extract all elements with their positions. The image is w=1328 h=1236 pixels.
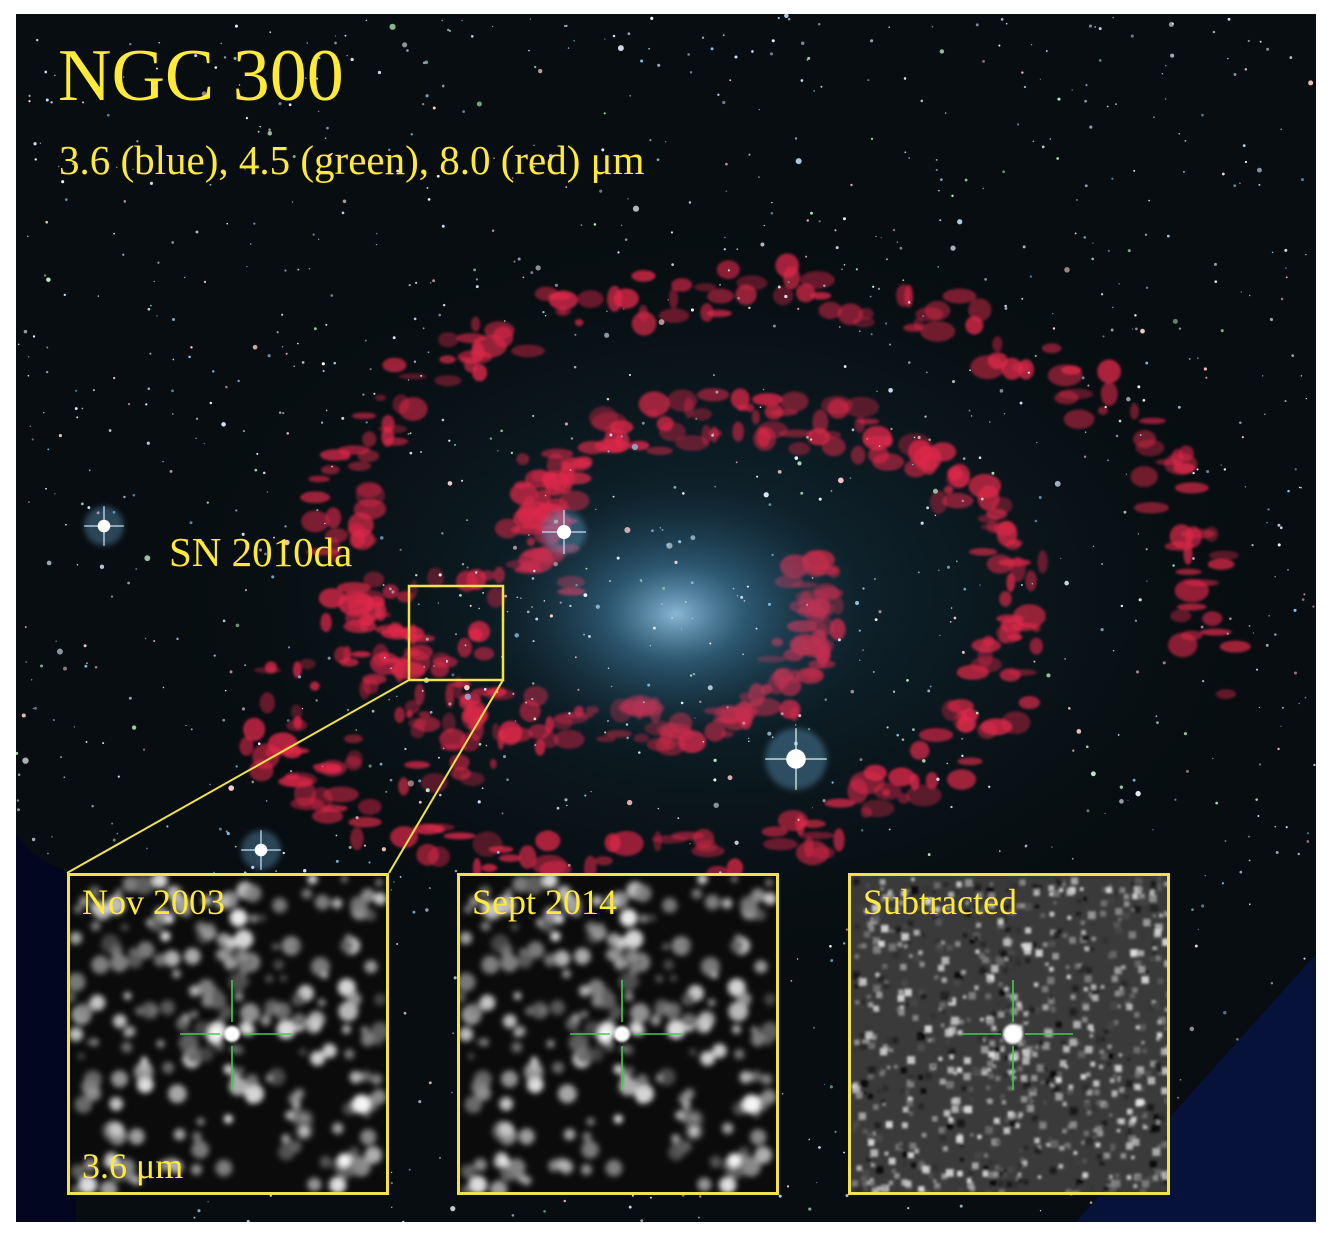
zoom-line-left <box>66 679 410 874</box>
inset-epoch-label: Sept 2014 <box>472 882 618 922</box>
inset-nov-2003: Nov 2003 3.6 μm <box>67 873 389 1195</box>
galaxy-image: NGC 300 3.6 (blue), 4.5 (green), 8.0 (re… <box>16 14 1316 1222</box>
inset-image <box>460 876 776 1192</box>
inset-image <box>851 876 1167 1192</box>
inset-subtracted: Subtracted <box>848 873 1170 1195</box>
inset-epoch-label: Nov 2003 <box>82 882 225 922</box>
band-caption: 3.6 (blue), 4.5 (green), 8.0 (red) μm <box>59 137 645 183</box>
inset-band-label: 3.6 μm <box>82 1146 184 1186</box>
supernova-label: SN 2010da <box>169 529 353 575</box>
galaxy-composite <box>16 14 1316 1222</box>
figure-title: NGC 300 <box>58 35 344 117</box>
inset-epoch-label: Subtracted <box>863 882 1017 922</box>
coverage-edge-bottom-left <box>16 834 76 1222</box>
zoom-line-right <box>388 679 504 874</box>
sn-zoom-box <box>407 584 505 682</box>
inset-sept-2014: Sept 2014 <box>457 873 779 1195</box>
inset-image <box>70 876 386 1192</box>
bright-stars <box>84 506 827 870</box>
